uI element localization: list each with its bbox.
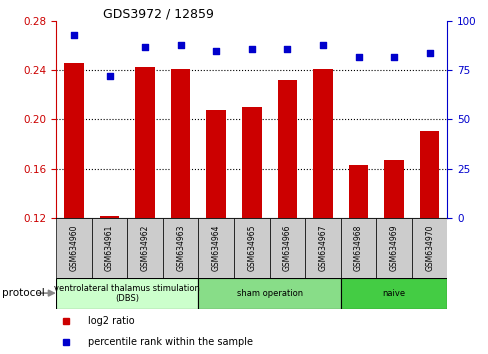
Text: naive: naive xyxy=(382,289,405,298)
Bar xyxy=(384,160,403,218)
FancyBboxPatch shape xyxy=(411,218,447,278)
Point xyxy=(389,54,397,59)
FancyBboxPatch shape xyxy=(305,218,340,278)
Point xyxy=(354,54,362,59)
Bar xyxy=(135,67,155,218)
FancyBboxPatch shape xyxy=(198,218,234,278)
Text: GSM634968: GSM634968 xyxy=(353,225,362,272)
Text: GSM634967: GSM634967 xyxy=(318,225,327,272)
Point xyxy=(177,42,184,48)
Point xyxy=(105,73,113,79)
FancyBboxPatch shape xyxy=(127,218,163,278)
Bar xyxy=(64,63,83,218)
FancyBboxPatch shape xyxy=(376,218,411,278)
Point xyxy=(212,48,220,53)
Text: GSM634966: GSM634966 xyxy=(283,225,291,272)
Text: GSM634962: GSM634962 xyxy=(141,225,149,272)
Text: GSM634964: GSM634964 xyxy=(211,225,220,272)
Bar xyxy=(277,80,297,218)
Text: log2 ratio: log2 ratio xyxy=(87,316,134,326)
FancyBboxPatch shape xyxy=(340,218,376,278)
Bar xyxy=(419,131,439,218)
FancyBboxPatch shape xyxy=(198,278,340,309)
FancyBboxPatch shape xyxy=(340,278,447,309)
FancyBboxPatch shape xyxy=(163,218,198,278)
Bar xyxy=(206,110,225,218)
Text: ventrolateral thalamus stimulation
(DBS): ventrolateral thalamus stimulation (DBS) xyxy=(54,284,200,303)
Text: GDS3972 / 12859: GDS3972 / 12859 xyxy=(103,7,214,20)
FancyBboxPatch shape xyxy=(92,218,127,278)
Point xyxy=(247,46,255,52)
Text: percentile rank within the sample: percentile rank within the sample xyxy=(87,337,252,347)
Bar xyxy=(100,217,119,218)
Text: GSM634970: GSM634970 xyxy=(424,225,433,272)
Point xyxy=(141,44,149,50)
FancyBboxPatch shape xyxy=(56,278,198,309)
FancyBboxPatch shape xyxy=(269,218,305,278)
Text: GSM634969: GSM634969 xyxy=(389,225,398,272)
Text: GSM634960: GSM634960 xyxy=(69,225,79,272)
Point xyxy=(425,50,433,56)
Bar xyxy=(348,165,367,218)
Text: GSM634963: GSM634963 xyxy=(176,225,185,272)
Text: sham operation: sham operation xyxy=(236,289,302,298)
FancyBboxPatch shape xyxy=(234,218,269,278)
FancyBboxPatch shape xyxy=(56,218,92,278)
Bar xyxy=(171,69,190,218)
Text: GSM634965: GSM634965 xyxy=(247,225,256,272)
Point xyxy=(283,46,291,52)
Text: GSM634961: GSM634961 xyxy=(105,225,114,272)
Bar xyxy=(312,69,332,218)
Point xyxy=(318,42,326,48)
Bar xyxy=(242,107,261,218)
Text: protocol: protocol xyxy=(2,288,45,298)
Point xyxy=(70,32,78,38)
